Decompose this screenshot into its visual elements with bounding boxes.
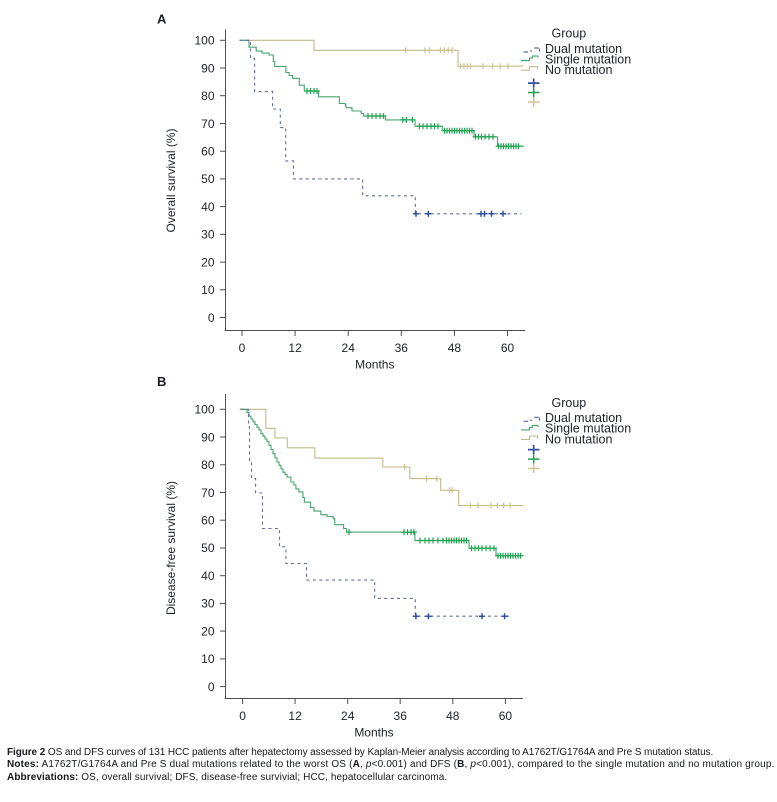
svg-text:48: 48 [446, 709, 460, 723]
svg-text:B: B [157, 374, 166, 389]
svg-text:No mutation: No mutation [545, 432, 612, 446]
svg-text:80: 80 [201, 458, 215, 472]
svg-text:Disease-free survival (%): Disease-free survival (%) [164, 481, 178, 615]
svg-text:Single mutation: Single mutation [545, 52, 631, 66]
svg-text:36: 36 [395, 341, 409, 355]
svg-text:Months: Months [355, 358, 394, 372]
svg-text:A: A [157, 12, 167, 27]
svg-text:100: 100 [194, 403, 214, 417]
svg-text:30: 30 [201, 597, 215, 611]
svg-text:No mutation: No mutation [545, 63, 612, 77]
svg-text:24: 24 [341, 709, 355, 723]
svg-text:50: 50 [201, 541, 215, 555]
svg-text:48: 48 [448, 341, 462, 355]
svg-text:Group: Group [552, 27, 587, 41]
svg-text:Group: Group [552, 396, 587, 410]
svg-text:Single mutation: Single mutation [545, 422, 631, 436]
svg-text:24: 24 [342, 341, 356, 355]
svg-text:0: 0 [239, 341, 246, 355]
svg-text:40: 40 [201, 200, 215, 214]
svg-text:60: 60 [201, 514, 215, 528]
svg-text:Dual mutation: Dual mutation [545, 42, 622, 56]
svg-text:50: 50 [201, 172, 215, 186]
svg-text:0: 0 [208, 680, 215, 694]
svg-text:90: 90 [201, 430, 215, 444]
svg-text:Months: Months [354, 726, 393, 740]
svg-text:0: 0 [239, 709, 246, 723]
svg-text:10: 10 [201, 283, 215, 297]
svg-text:90: 90 [201, 61, 215, 75]
svg-text:60: 60 [201, 145, 215, 159]
svg-text:60: 60 [501, 341, 515, 355]
svg-text:30: 30 [201, 228, 215, 242]
svg-text:12: 12 [288, 341, 302, 355]
svg-text:70: 70 [201, 486, 215, 500]
svg-text:0: 0 [208, 311, 215, 325]
svg-text:60: 60 [499, 709, 513, 723]
svg-text:Dual mutation: Dual mutation [545, 411, 622, 425]
svg-text:40: 40 [201, 569, 215, 583]
svg-text:70: 70 [201, 117, 215, 131]
svg-text:10: 10 [201, 652, 215, 666]
svg-text:20: 20 [201, 624, 215, 638]
svg-text:80: 80 [201, 89, 215, 103]
svg-text:Overall survival (%): Overall survival (%) [164, 128, 178, 232]
svg-text:100: 100 [194, 34, 214, 48]
svg-text:20: 20 [201, 255, 215, 269]
svg-text:12: 12 [288, 709, 302, 723]
svg-text:36: 36 [394, 709, 408, 723]
